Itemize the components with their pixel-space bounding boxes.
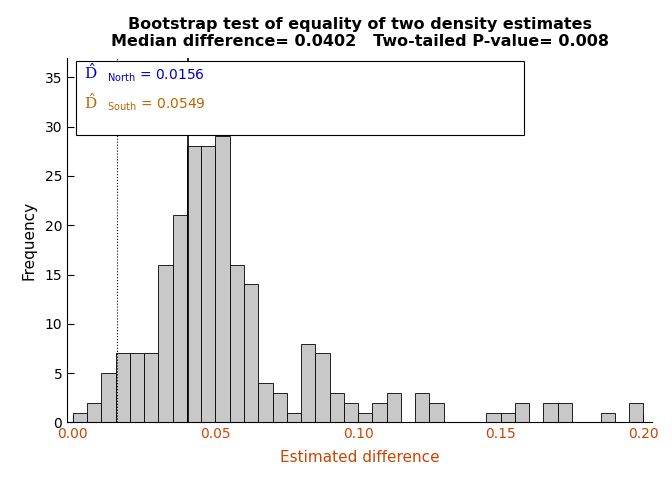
Bar xyxy=(244,284,258,422)
Bar xyxy=(201,146,216,422)
FancyBboxPatch shape xyxy=(76,60,523,134)
X-axis label: Estimated difference: Estimated difference xyxy=(280,450,439,465)
Bar xyxy=(344,403,358,422)
Bar xyxy=(415,393,429,422)
Y-axis label: Frequency: Frequency xyxy=(22,201,36,279)
Bar xyxy=(144,353,159,422)
Bar xyxy=(87,403,101,422)
Bar xyxy=(73,412,87,422)
Text: $\mathregular{\hat{D}}$: $\mathregular{\hat{D}}$ xyxy=(84,92,97,112)
Text: $\mathregular{\hat{D}}$: $\mathregular{\hat{D}}$ xyxy=(84,62,97,83)
Bar xyxy=(501,412,515,422)
Bar xyxy=(130,353,144,422)
Bar xyxy=(301,344,315,422)
Bar xyxy=(629,403,643,422)
Bar xyxy=(287,412,301,422)
Bar xyxy=(386,393,401,422)
Bar xyxy=(258,383,273,422)
Bar xyxy=(230,264,244,422)
Bar xyxy=(187,146,201,422)
Bar xyxy=(358,412,372,422)
Bar xyxy=(101,373,116,422)
Bar xyxy=(544,403,558,422)
Bar xyxy=(216,136,230,422)
Text: $\mathregular{_{South}}$ = 0.0549: $\mathregular{_{South}}$ = 0.0549 xyxy=(107,97,206,113)
Bar xyxy=(515,403,530,422)
Bar xyxy=(173,216,187,422)
Bar xyxy=(273,393,287,422)
Bar xyxy=(329,393,344,422)
Bar xyxy=(372,403,386,422)
Bar xyxy=(315,353,329,422)
Bar xyxy=(429,403,444,422)
Bar xyxy=(116,353,130,422)
Bar xyxy=(558,403,572,422)
Bar xyxy=(159,264,173,422)
Title: Bootstrap test of equality of two density estimates
Median difference= 0.0402   : Bootstrap test of equality of two densit… xyxy=(110,17,609,49)
Bar xyxy=(601,412,615,422)
Text: $\mathregular{_{North}}$ = 0.0156: $\mathregular{_{North}}$ = 0.0156 xyxy=(107,68,205,84)
Bar xyxy=(487,412,501,422)
